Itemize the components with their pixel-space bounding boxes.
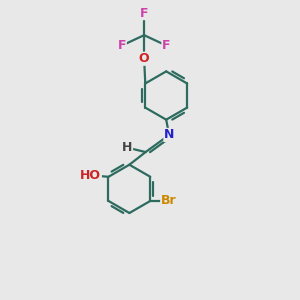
Text: Br: Br bbox=[161, 194, 176, 207]
Text: F: F bbox=[140, 7, 148, 20]
Text: F: F bbox=[118, 39, 126, 52]
Text: HO: HO bbox=[80, 169, 101, 182]
Text: N: N bbox=[164, 128, 174, 142]
Text: O: O bbox=[139, 52, 149, 65]
Text: H: H bbox=[122, 141, 133, 154]
Text: F: F bbox=[162, 39, 170, 52]
